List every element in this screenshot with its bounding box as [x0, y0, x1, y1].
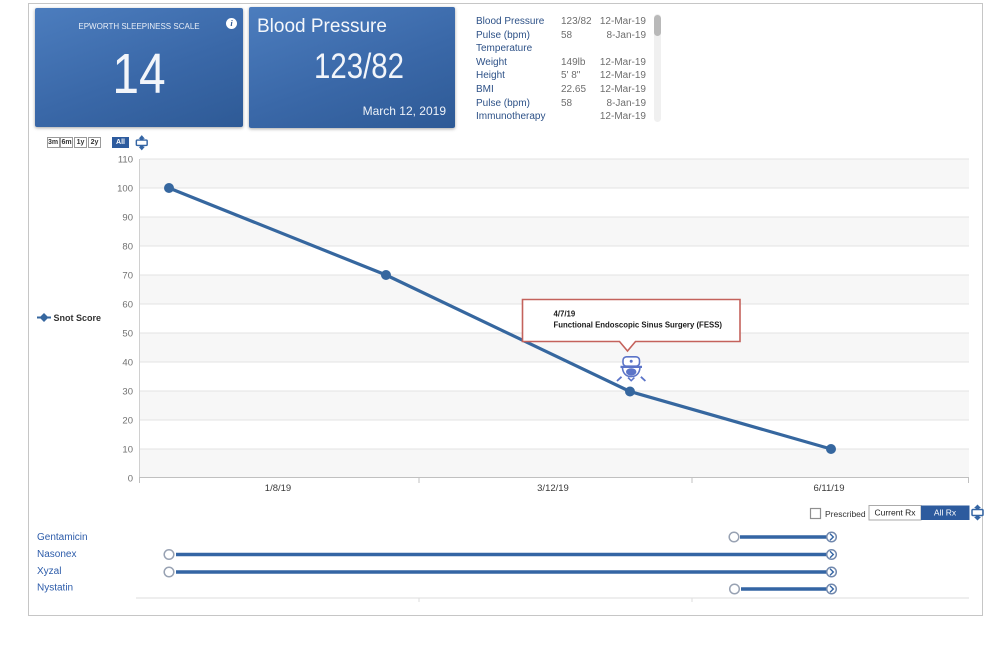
svg-text:20: 20: [122, 416, 133, 427]
svg-text:10: 10: [122, 445, 133, 456]
svg-text:Xyzal: Xyzal: [37, 566, 61, 577]
svg-text:4/7/19: 4/7/19: [554, 310, 576, 319]
svg-text:Gentamicin: Gentamicin: [37, 532, 88, 543]
svg-text:Snot Score: Snot Score: [54, 313, 102, 323]
svg-text:0: 0: [128, 474, 133, 485]
svg-text:80: 80: [122, 242, 133, 253]
svg-text:40: 40: [122, 358, 133, 369]
svg-text:90: 90: [122, 213, 133, 224]
svg-text:1/8/19: 1/8/19: [265, 483, 291, 494]
svg-text:50: 50: [122, 329, 133, 340]
svg-text:Nasonex: Nasonex: [37, 549, 76, 560]
svg-text:6/11/19: 6/11/19: [814, 483, 845, 494]
svg-text:Prescribed: Prescribed: [825, 509, 866, 519]
svg-text:70: 70: [122, 271, 133, 282]
svg-text:All Rx: All Rx: [934, 508, 957, 518]
svg-text:Current Rx: Current Rx: [874, 508, 916, 518]
svg-text:100: 100: [117, 184, 133, 195]
svg-text:60: 60: [122, 300, 133, 311]
svg-text:Functional Endoscopic Sinus Su: Functional Endoscopic Sinus Surgery (FES…: [554, 321, 723, 330]
svg-text:110: 110: [118, 155, 133, 166]
svg-text:30: 30: [122, 387, 133, 398]
svg-text:Nystatin: Nystatin: [37, 583, 73, 594]
svg-text:3/12/19: 3/12/19: [537, 483, 569, 494]
